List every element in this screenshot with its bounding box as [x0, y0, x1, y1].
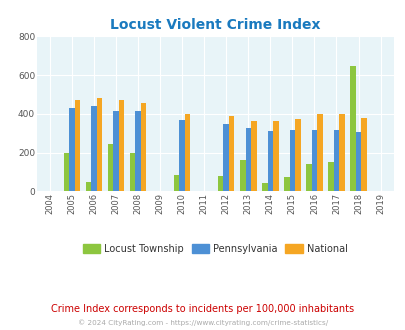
- Bar: [273, 121, 278, 191]
- Bar: [135, 111, 141, 191]
- Bar: [141, 103, 146, 191]
- Bar: [217, 176, 223, 191]
- Bar: [305, 164, 311, 191]
- Bar: [311, 130, 316, 191]
- Bar: [113, 111, 118, 191]
- Bar: [239, 160, 245, 191]
- Bar: [350, 66, 355, 191]
- Bar: [184, 114, 190, 191]
- Bar: [69, 108, 75, 191]
- Bar: [294, 119, 300, 191]
- Bar: [118, 100, 124, 191]
- Title: Locust Violent Crime Index: Locust Violent Crime Index: [110, 18, 320, 32]
- Bar: [107, 144, 113, 191]
- Bar: [261, 183, 267, 191]
- Bar: [85, 182, 91, 191]
- Bar: [75, 100, 80, 191]
- Bar: [250, 121, 256, 191]
- Bar: [96, 98, 102, 191]
- Bar: [360, 118, 366, 191]
- Bar: [316, 114, 322, 191]
- Bar: [267, 131, 273, 191]
- Bar: [333, 130, 339, 191]
- Bar: [179, 120, 184, 191]
- Bar: [91, 106, 96, 191]
- Bar: [284, 177, 289, 191]
- Text: Crime Index corresponds to incidents per 100,000 inhabitants: Crime Index corresponds to incidents per…: [51, 304, 354, 314]
- Bar: [339, 114, 344, 191]
- Bar: [228, 116, 234, 191]
- Bar: [327, 162, 333, 191]
- Text: © 2024 CityRating.com - https://www.cityrating.com/crime-statistics/: © 2024 CityRating.com - https://www.city…: [78, 319, 327, 326]
- Bar: [173, 175, 179, 191]
- Legend: Locust Township, Pennsylvania, National: Locust Township, Pennsylvania, National: [79, 240, 351, 257]
- Bar: [223, 123, 228, 191]
- Bar: [289, 130, 294, 191]
- Bar: [130, 152, 135, 191]
- Bar: [245, 128, 250, 191]
- Bar: [355, 132, 360, 191]
- Bar: [64, 152, 69, 191]
